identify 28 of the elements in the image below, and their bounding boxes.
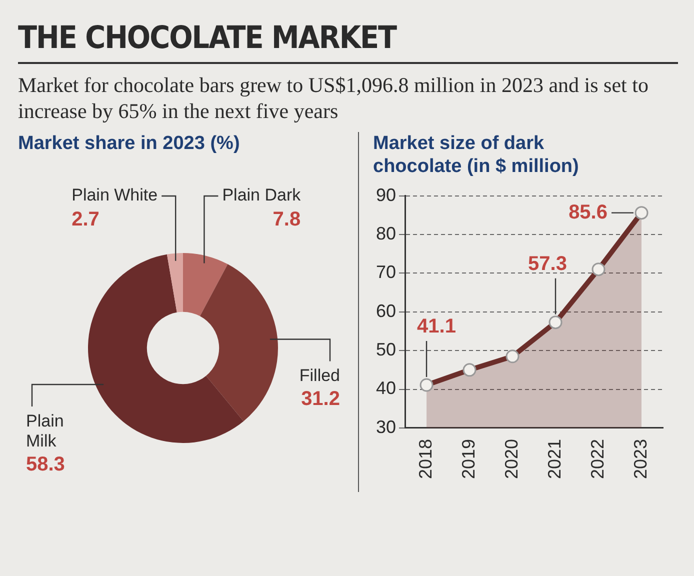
data-label: 31.2 bbox=[301, 388, 340, 410]
data-label: 57.3 bbox=[528, 252, 567, 275]
y-tick-label: 30 bbox=[376, 416, 396, 437]
data-label: 58.3 bbox=[26, 453, 65, 476]
chart-title: Market share in 2023 (%) bbox=[18, 132, 241, 156]
data-label: 85.6 bbox=[568, 201, 608, 224]
x-tick-label: 2022 bbox=[587, 438, 608, 480]
data-label: 2.7 bbox=[72, 208, 100, 231]
y-tick-label: 90 bbox=[376, 184, 396, 205]
slice-label: Plain Dark bbox=[222, 186, 302, 205]
y-tick-label: 40 bbox=[376, 378, 396, 398]
data-label: 7.8 bbox=[272, 208, 301, 231]
y-tick-label: 70 bbox=[376, 262, 396, 282]
x-tick-label: 2020 bbox=[501, 438, 522, 480]
y-tick-label: 50 bbox=[376, 340, 396, 360]
x-tick-label: 2023 bbox=[630, 438, 650, 480]
y-tick-label: 60 bbox=[376, 300, 396, 321]
text: Market for chocolate bars grew to US$1,096.8 million in 2023 and is set to increase by 65% in the next five years bbox=[18, 72, 650, 124]
slice-label: Filled bbox=[299, 366, 340, 386]
text: THE CHOCOLATE MARKET bbox=[18, 20, 678, 64]
y-tick-label: 80 bbox=[376, 223, 396, 244]
x-tick-label: 2021 bbox=[544, 438, 564, 480]
slice-label: Plain White bbox=[72, 186, 158, 205]
x-tick-label: 2018 bbox=[415, 438, 436, 480]
x-tick-label: 2019 bbox=[458, 438, 478, 480]
data-label: 41.1 bbox=[417, 316, 456, 338]
chart-title: Market size of dark chocolate (in $ million) bbox=[373, 132, 580, 179]
slice-label: Plain Milk bbox=[26, 411, 64, 450]
